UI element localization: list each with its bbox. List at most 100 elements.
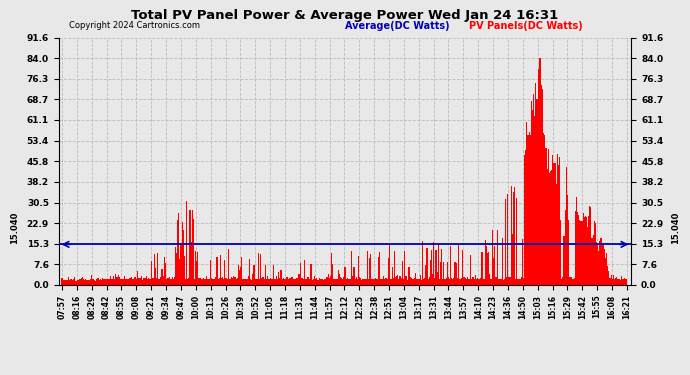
Bar bbox=[159, 279, 160, 285]
Bar bbox=[106, 279, 108, 285]
Bar bbox=[113, 276, 115, 285]
Bar bbox=[444, 279, 446, 285]
Bar bbox=[403, 279, 404, 285]
Bar bbox=[196, 261, 197, 285]
Bar bbox=[558, 165, 559, 285]
Bar bbox=[163, 276, 164, 285]
Bar bbox=[202, 279, 203, 285]
Bar bbox=[235, 279, 237, 285]
Bar bbox=[493, 258, 494, 285]
Bar bbox=[566, 195, 568, 285]
Bar bbox=[414, 278, 415, 285]
Bar bbox=[406, 276, 407, 285]
Bar bbox=[593, 221, 595, 285]
Bar bbox=[369, 258, 371, 285]
Bar bbox=[219, 278, 220, 285]
Bar bbox=[395, 278, 396, 285]
Bar bbox=[249, 259, 250, 285]
Bar bbox=[487, 253, 489, 285]
Bar bbox=[144, 278, 145, 285]
Bar bbox=[278, 272, 279, 285]
Bar bbox=[396, 276, 397, 285]
Bar bbox=[450, 246, 451, 285]
Bar bbox=[376, 279, 377, 285]
Text: 15.040: 15.040 bbox=[671, 212, 680, 244]
Bar bbox=[324, 279, 326, 285]
Bar bbox=[357, 279, 358, 285]
Bar bbox=[315, 279, 316, 285]
Bar bbox=[515, 279, 516, 285]
Bar bbox=[332, 264, 333, 285]
Bar bbox=[340, 277, 341, 285]
Bar bbox=[550, 171, 551, 285]
Bar bbox=[605, 258, 606, 285]
Bar bbox=[313, 279, 314, 285]
Bar bbox=[155, 268, 156, 285]
Bar bbox=[67, 280, 68, 285]
Bar bbox=[222, 277, 223, 285]
Bar bbox=[476, 279, 477, 285]
Bar bbox=[239, 270, 240, 285]
Bar bbox=[312, 279, 313, 285]
Bar bbox=[461, 278, 462, 285]
Bar bbox=[380, 279, 382, 285]
Bar bbox=[348, 279, 349, 285]
Bar bbox=[314, 276, 315, 285]
Bar bbox=[111, 279, 112, 285]
Bar bbox=[364, 279, 366, 285]
Bar bbox=[81, 277, 83, 285]
Bar bbox=[331, 253, 332, 285]
Bar bbox=[157, 253, 158, 285]
Bar bbox=[410, 277, 411, 285]
Bar bbox=[516, 198, 518, 285]
Bar bbox=[120, 279, 121, 285]
Bar bbox=[480, 278, 482, 285]
Bar bbox=[119, 277, 120, 285]
Bar bbox=[475, 275, 476, 285]
Bar bbox=[142, 280, 144, 285]
Bar bbox=[282, 279, 283, 285]
Bar bbox=[137, 272, 138, 285]
Bar bbox=[504, 279, 505, 285]
Bar bbox=[344, 267, 346, 285]
Bar bbox=[201, 279, 202, 285]
Bar bbox=[214, 279, 215, 285]
Bar bbox=[571, 277, 573, 285]
Bar bbox=[391, 279, 392, 285]
Bar bbox=[307, 277, 308, 285]
Bar bbox=[500, 279, 502, 285]
Bar bbox=[553, 164, 555, 285]
Bar bbox=[621, 276, 622, 285]
Bar bbox=[467, 276, 468, 285]
Bar bbox=[101, 279, 102, 285]
Bar bbox=[435, 250, 437, 285]
Bar bbox=[204, 279, 205, 285]
Bar bbox=[166, 279, 167, 285]
Bar bbox=[346, 279, 348, 285]
Bar bbox=[285, 279, 286, 285]
Bar bbox=[442, 279, 443, 285]
Bar bbox=[95, 280, 97, 285]
Bar bbox=[308, 279, 310, 285]
Bar bbox=[76, 280, 77, 285]
Bar bbox=[446, 262, 448, 285]
Bar bbox=[146, 276, 147, 285]
Bar bbox=[258, 253, 259, 285]
Bar bbox=[328, 278, 330, 285]
Bar bbox=[165, 263, 166, 285]
Bar bbox=[401, 278, 402, 285]
Bar bbox=[93, 279, 94, 285]
Bar bbox=[522, 239, 523, 285]
Bar bbox=[385, 278, 386, 285]
Bar bbox=[530, 135, 531, 285]
Bar bbox=[394, 251, 395, 285]
Bar bbox=[110, 276, 111, 285]
Bar bbox=[140, 278, 141, 285]
Bar bbox=[600, 238, 602, 285]
Bar bbox=[569, 278, 570, 285]
Bar bbox=[72, 279, 74, 285]
Bar bbox=[494, 246, 495, 285]
Bar bbox=[124, 276, 126, 285]
Bar bbox=[588, 216, 589, 285]
Bar bbox=[582, 213, 584, 285]
